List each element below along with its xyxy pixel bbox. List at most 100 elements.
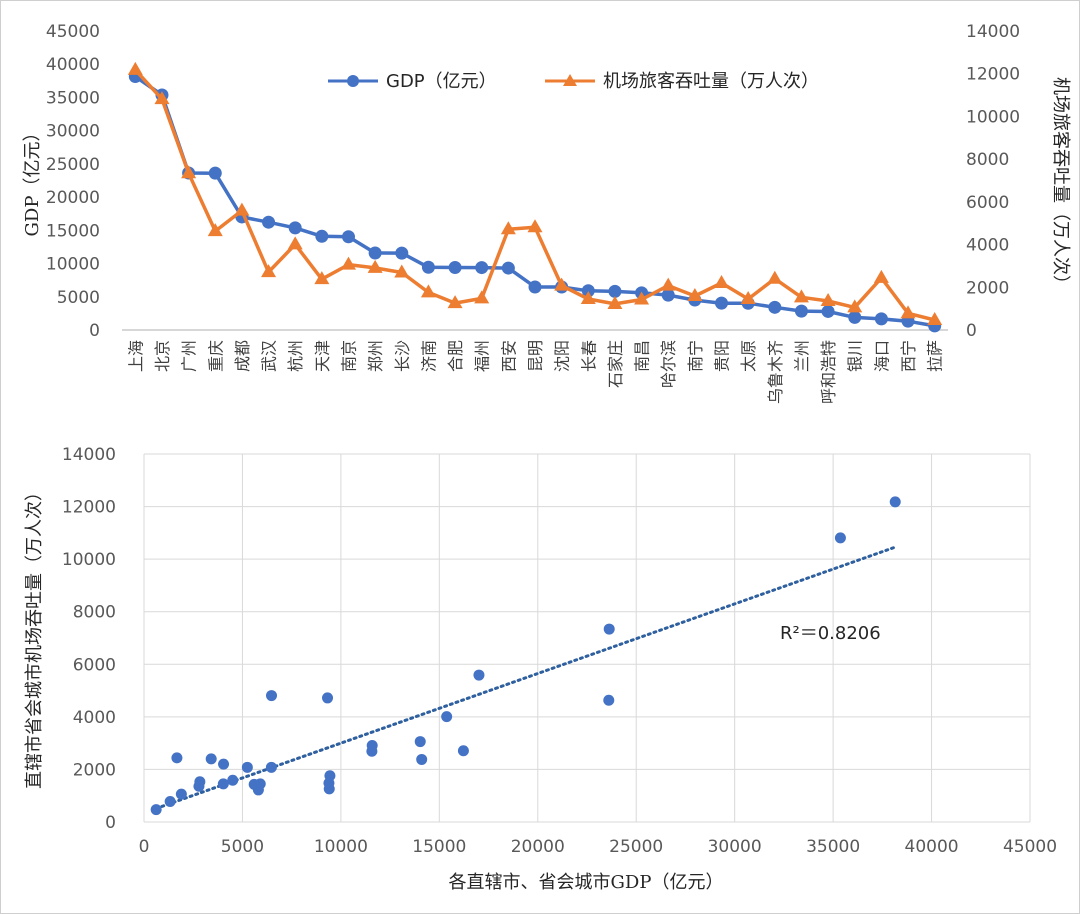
airport-point — [500, 221, 516, 235]
gdp-point — [208, 166, 222, 180]
gridlines — [143, 453, 1031, 823]
airport-point — [927, 311, 943, 325]
airport-point — [767, 270, 783, 284]
x-category-label: 西安 — [499, 340, 518, 372]
y-tick-label: 14000 — [62, 445, 116, 465]
gdp-point — [768, 300, 782, 314]
scatter-point — [218, 758, 230, 770]
airport-point — [714, 275, 730, 289]
airport-point — [820, 292, 836, 306]
x-axis-ticks: 0 5000 10000 15000 20000 25000 30000 35000 40000… — [139, 837, 1057, 857]
gdp-point — [794, 304, 808, 318]
scatter-point — [603, 623, 615, 635]
x-category-label: 乌鲁木齐 — [766, 340, 785, 404]
scatter-point — [416, 753, 428, 765]
airport-point — [793, 289, 809, 303]
airport-point — [607, 295, 623, 309]
right-y-tick-label: 6000 — [966, 193, 1009, 213]
left-y-tick-label: 10000 — [46, 255, 100, 275]
x-category-label: 呼和浩特 — [819, 340, 838, 404]
airport-point — [660, 277, 676, 291]
scatter-point — [322, 692, 334, 704]
x-category-label: 太原 — [739, 340, 758, 372]
scatter-point — [175, 788, 187, 800]
y-tick-label: 10000 — [62, 550, 116, 570]
x-tick-label: 5000 — [221, 837, 264, 857]
gdp-point — [368, 246, 382, 260]
right-y-axis-title: 机场旅客吞吐量（万人次） — [1050, 77, 1071, 293]
airport-point — [127, 61, 143, 75]
x-tick-label: 35000 — [806, 837, 860, 857]
scatter-point — [366, 745, 378, 757]
scatter-point — [441, 711, 453, 723]
x-category-label: 银川 — [846, 340, 865, 372]
gdp-point — [661, 288, 675, 302]
x-category-label: 沈阳 — [553, 340, 572, 372]
scatter-point — [205, 753, 217, 765]
scatter-point — [241, 761, 253, 773]
airport-point — [340, 256, 356, 270]
gdp-point — [341, 230, 355, 244]
x-category-label: 天津 — [313, 340, 332, 372]
gdp-point — [874, 312, 888, 326]
x-category-label: 南宁 — [686, 340, 705, 372]
x-category-label: 贵阳 — [713, 340, 732, 372]
x-category-label: 石家庄 — [606, 340, 625, 388]
scatter-point — [217, 778, 229, 790]
gdp-point — [421, 260, 435, 274]
x-category-label: 成都 — [233, 340, 252, 372]
airport-point — [367, 259, 383, 273]
legend: GDP（亿元） 机场旅客吞吐量（万人次） — [328, 71, 819, 92]
line-chart: 0500010000150002000025000300003500040000… — [22, 22, 1071, 404]
legend-item-airport: 机场旅客吞吐量（万人次） — [545, 71, 819, 92]
airport-point — [287, 236, 303, 250]
y-tick-label: 0 — [105, 813, 116, 833]
airport-point — [181, 165, 197, 179]
left-y-axis-ticks: 0 5000 10000 15000 20000 25000 30000 35000 40000… — [46, 22, 100, 341]
scatter-point — [266, 690, 278, 702]
left-y-tick-label: 0 — [89, 321, 100, 341]
scatter-point — [164, 795, 176, 807]
scatter-point — [248, 778, 260, 790]
x-category-label: 郑州 — [366, 340, 385, 372]
gdp-point — [475, 261, 489, 275]
airport-point — [154, 91, 170, 105]
x-tick-label: 20000 — [511, 837, 565, 857]
x-category-label: 海口 — [872, 340, 891, 372]
x-category-label: 兰州 — [792, 340, 811, 372]
x-category-label: 西宁 — [899, 340, 918, 372]
gdp-point — [448, 260, 462, 274]
x-tick-label: 45000 — [1003, 837, 1057, 857]
x-category-label: 昆明 — [526, 340, 545, 372]
airport-point — [447, 295, 463, 309]
scatter-point — [193, 780, 205, 792]
gdp-point — [288, 221, 302, 235]
scatter-point — [834, 532, 846, 544]
y-tick-label: 12000 — [62, 498, 116, 518]
x-category-label: 北京 — [153, 340, 172, 372]
scatter-point — [457, 745, 469, 757]
left-y-tick-label: 5000 — [57, 288, 100, 308]
gdp-point — [848, 310, 862, 324]
right-y-tick-label: 8000 — [966, 150, 1009, 170]
x-category-label: 长沙 — [393, 340, 412, 372]
airport-point — [900, 305, 916, 319]
airport-point — [634, 291, 650, 305]
scatter-point — [473, 669, 485, 681]
y-axis-ticks: 0 2000 4000 6000 8000 10000 12000 14000 — [62, 445, 116, 833]
trendline — [154, 545, 897, 810]
right-y-axis-ticks: 0 2000 4000 6000 8000 10000 12000 14000 — [966, 22, 1020, 341]
scatter-point — [889, 496, 901, 508]
legend-marker-gdp — [347, 75, 359, 87]
y-tick-label: 6000 — [73, 655, 116, 675]
legend-item-gdp: GDP（亿元） — [328, 71, 497, 92]
x-category-label: 上海 — [126, 340, 145, 372]
x-tick-label: 10000 — [314, 837, 368, 857]
y-tick-label: 2000 — [73, 760, 116, 780]
scatter-chart: 0 2000 4000 6000 8000 10000 12000 14000 0 5000 10… — [24, 445, 1057, 893]
y-tick-label: 8000 — [73, 603, 116, 623]
x-category-label: 南昌 — [633, 340, 652, 372]
scatter-point — [323, 777, 335, 789]
right-y-tick-label: 10000 — [966, 107, 1020, 127]
